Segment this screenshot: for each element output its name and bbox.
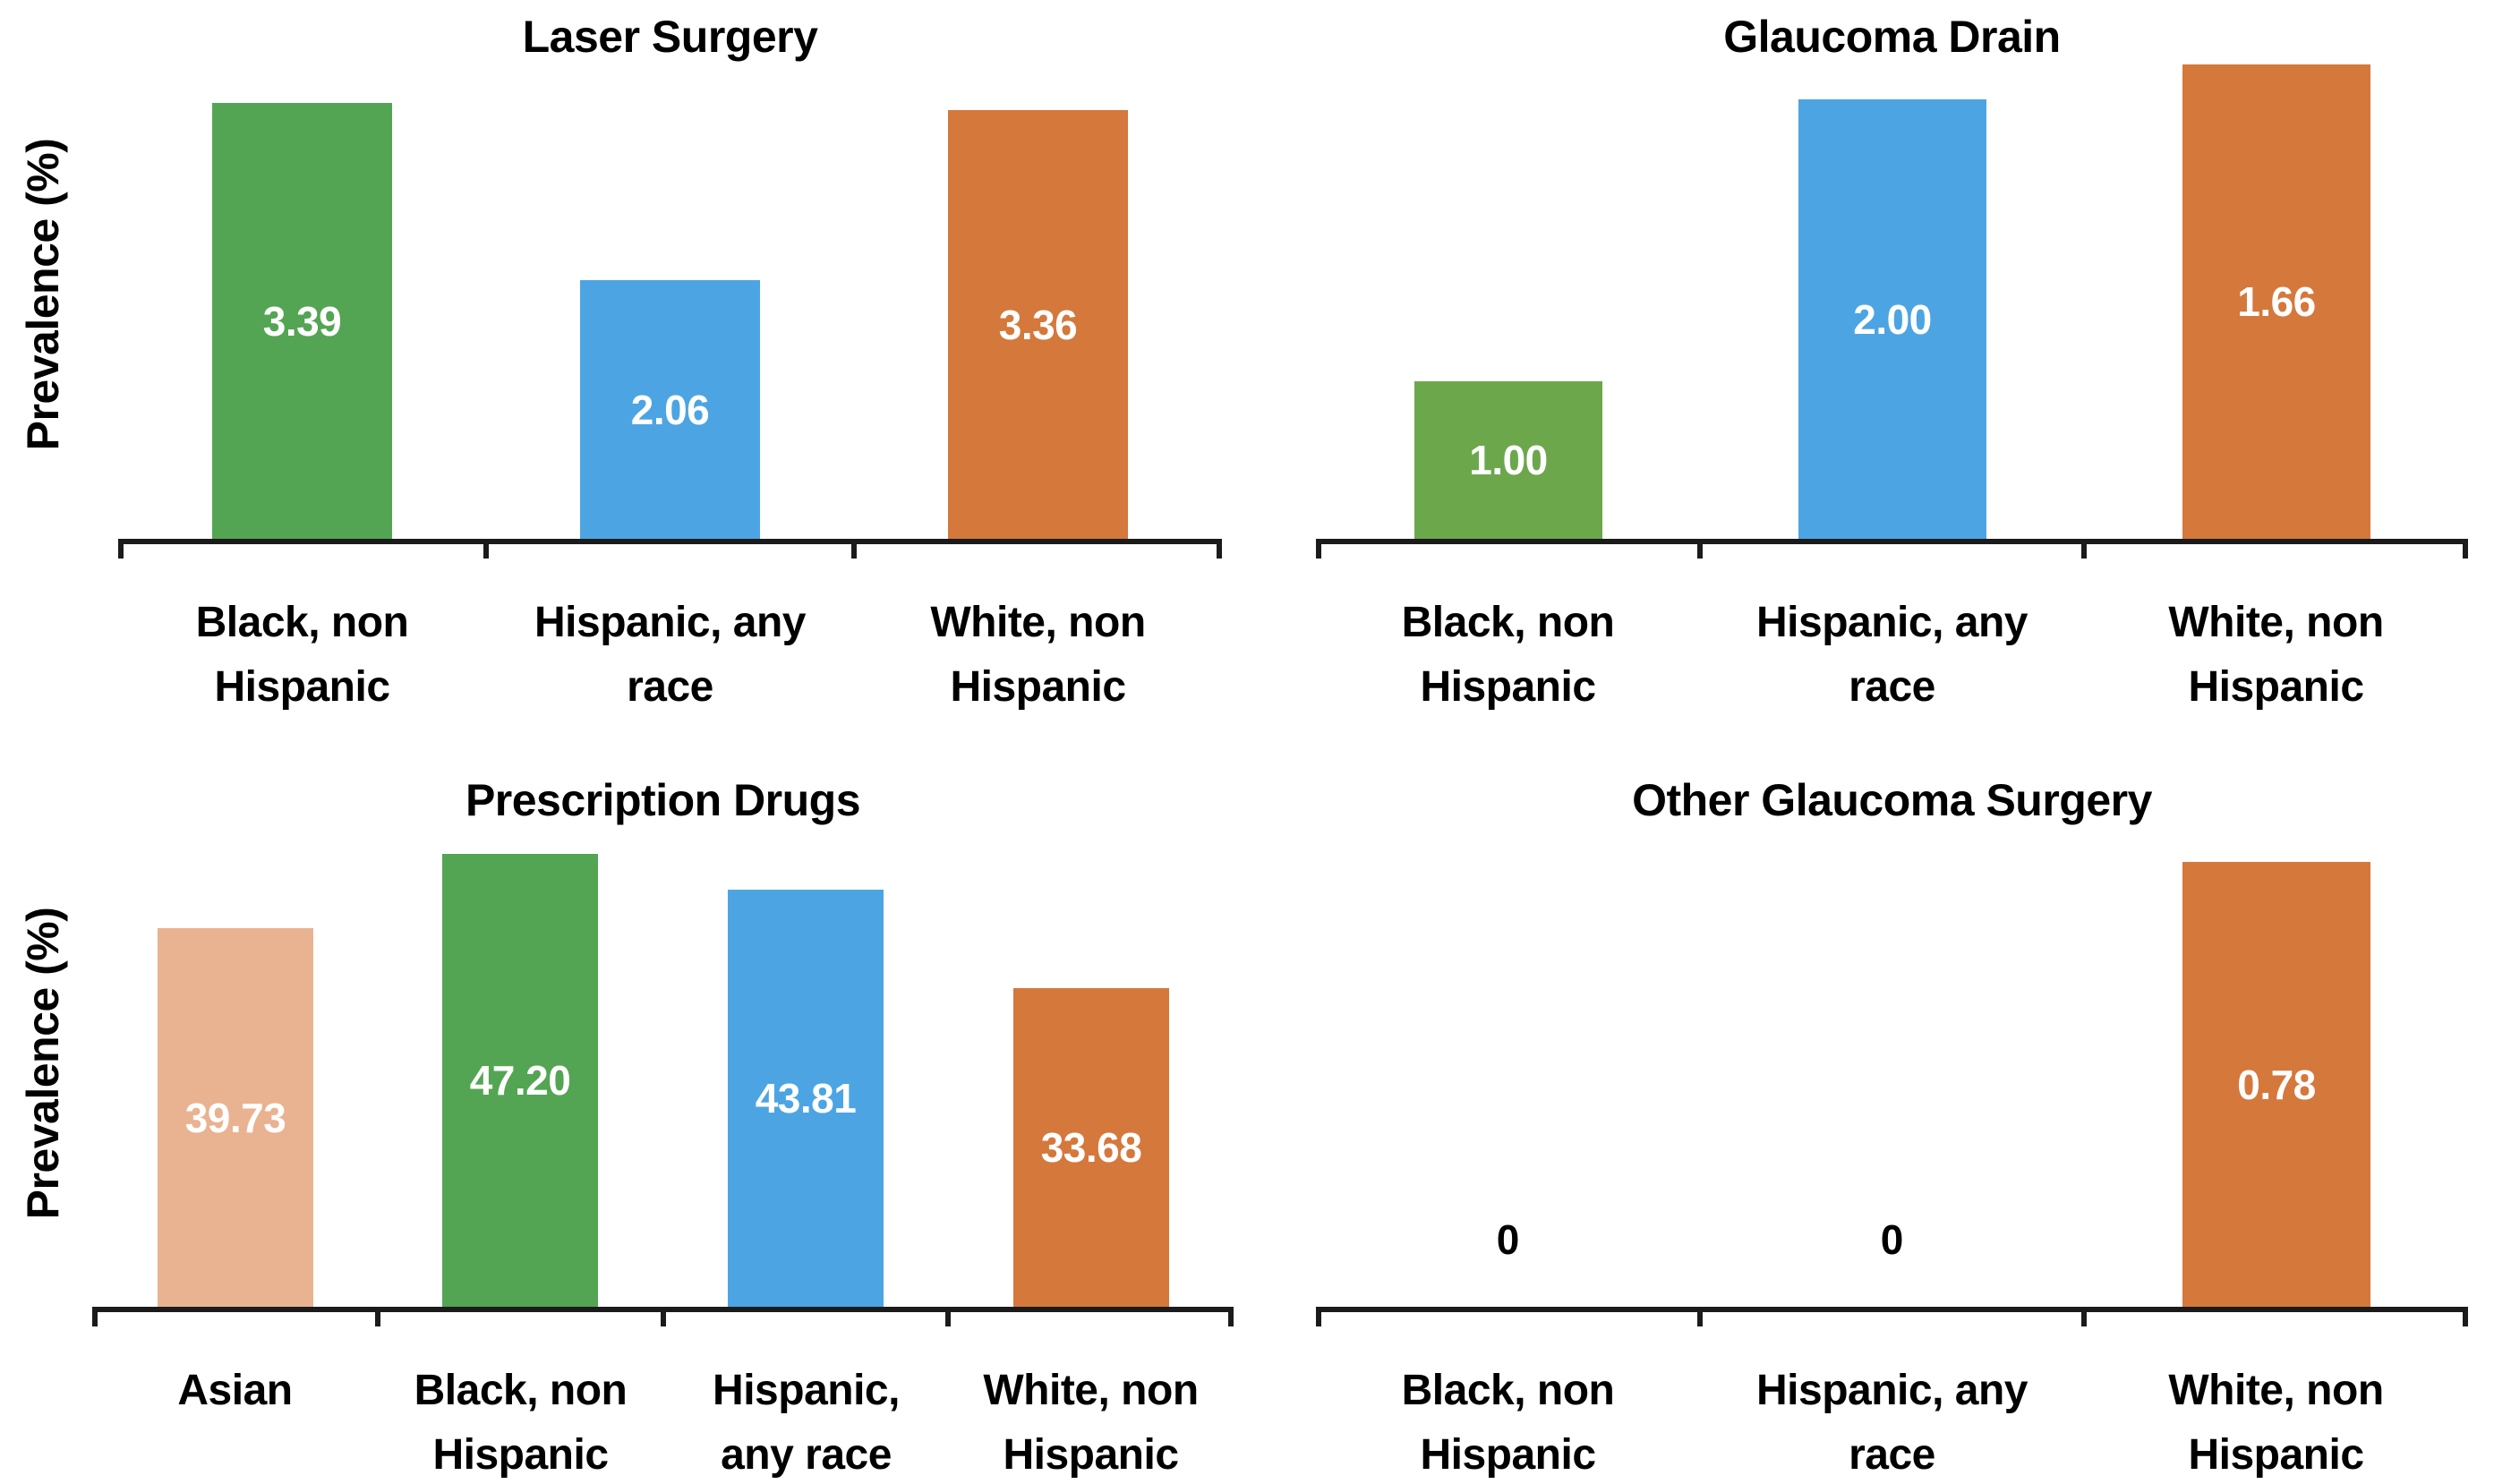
chart-glaucoma-drain: Glaucoma Drain 1.00 2.00 1.66 Black, non Hi…	[1253, 0, 2494, 742]
bar-white-non-hispanic: 0.78	[2182, 862, 2370, 1307]
bar-black-non-hispanic: 47.20	[442, 854, 598, 1307]
axis-tick	[1228, 1307, 1234, 1326]
category-label: Black, non Hispanic	[1401, 599, 1615, 711]
bar-value-label: 1.00	[1469, 437, 1548, 483]
axis-tick	[1316, 539, 1321, 559]
bar-value-label: 0.78	[2237, 1061, 2316, 1108]
category-label: Black, non Hispanic	[414, 1367, 628, 1479]
axis-tick	[118, 539, 124, 559]
bar-asian: 39.73	[158, 928, 313, 1307]
bar-value-label: 3.39	[262, 297, 342, 345]
plot-area: 1.00 2.00 1.66	[1316, 49, 2468, 539]
category-label: Black, non Hispanic	[195, 599, 409, 711]
bar-value-label: 2.00	[1853, 295, 1932, 343]
axis-tick	[851, 539, 857, 559]
bar-value-label: 47.20	[469, 1057, 571, 1104]
bar-value-label: 2.06	[630, 386, 710, 433]
bar-hispanic-any-race: 2.06	[580, 280, 760, 539]
category-label: Black, non Hispanic	[1401, 1367, 1615, 1479]
bar-value-label: 39.73	[184, 1094, 286, 1141]
y-axis-label: Prevalence (%)	[18, 907, 68, 1219]
category-label: White, non Hispanic	[2168, 599, 2384, 711]
category-label: Hispanic, any race	[534, 599, 806, 711]
chart-other-glaucoma-surgery: Other Glaucoma Surgery 0 0 0.78 Black, non…	[1253, 742, 2494, 1484]
axis-tick	[2081, 539, 2087, 559]
bar-black-non-hispanic: 3.39	[212, 103, 392, 539]
category-label: Hispanic, any race	[1756, 1367, 2028, 1479]
bar-value-label: 1.66	[2237, 278, 2316, 325]
chart-prescription-drugs: Prescription Drugs Prevalence (%) 39.73 4…	[0, 742, 1253, 1484]
bar-hispanic-any-race: 43.81	[728, 890, 884, 1307]
axis-tick	[1217, 539, 1222, 559]
axis-tick	[2081, 1307, 2087, 1326]
chart-title: Prescription Drugs	[465, 775, 861, 825]
category-label: Asian	[177, 1367, 293, 1414]
plot-area: 0 0 0.78	[1316, 819, 2468, 1307]
bar-white-non-hispanic: 33.68	[1013, 988, 1169, 1307]
bar-black-non-hispanic: 1.00	[1414, 381, 1602, 539]
axis-tick	[1316, 1307, 1321, 1326]
bar-value-label: 3.36	[998, 301, 1078, 348]
chart-laser-surgery: Laser Surgery Prevalence (%) 3.39 2.06 3.3…	[0, 0, 1253, 742]
chart-title: Glaucoma Drain	[1723, 12, 2061, 62]
axis-tick	[945, 1307, 952, 1326]
axis-tick	[2463, 1307, 2468, 1326]
category-label: Hispanic, any race	[1756, 599, 2028, 711]
plot-area: 3.39 2.06 3.36	[118, 49, 1222, 539]
axis-tick	[483, 539, 489, 559]
bar-value-label: 43.81	[755, 1075, 857, 1122]
axis-tick	[660, 1307, 666, 1326]
bar-white-non-hispanic: 3.36	[948, 110, 1128, 539]
category-label: Hispanic, any race	[713, 1367, 900, 1479]
y-axis-label: Prevalence (%)	[18, 138, 68, 450]
bar-value-label: 33.68	[1040, 1124, 1142, 1171]
category-label: White, non Hispanic	[2168, 1367, 2384, 1479]
x-axis-line	[118, 539, 1222, 544]
bar-white-non-hispanic: 1.66	[2182, 64, 2370, 539]
x-axis-line	[1316, 1307, 2468, 1312]
chart-title: Other Glaucoma Surgery	[1632, 775, 2152, 825]
axis-tick	[374, 1307, 380, 1326]
zero-value-label: 0	[1496, 1216, 1520, 1263]
axis-tick	[1697, 539, 1703, 559]
bar-hispanic-any-race: 2.00	[1798, 99, 1986, 539]
axis-tick	[92, 1307, 98, 1326]
axis-tick	[1697, 1307, 1703, 1326]
x-axis-line	[1316, 539, 2468, 544]
zero-value-label: 0	[1880, 1216, 1904, 1263]
chart-title: Laser Surgery	[522, 12, 818, 62]
axis-tick	[2463, 539, 2468, 559]
plot-area: 39.73 47.20 43.81 33.68	[92, 819, 1234, 1307]
category-label: White, non Hispanic	[930, 599, 1146, 711]
category-label: White, non Hispanic	[983, 1367, 1199, 1479]
